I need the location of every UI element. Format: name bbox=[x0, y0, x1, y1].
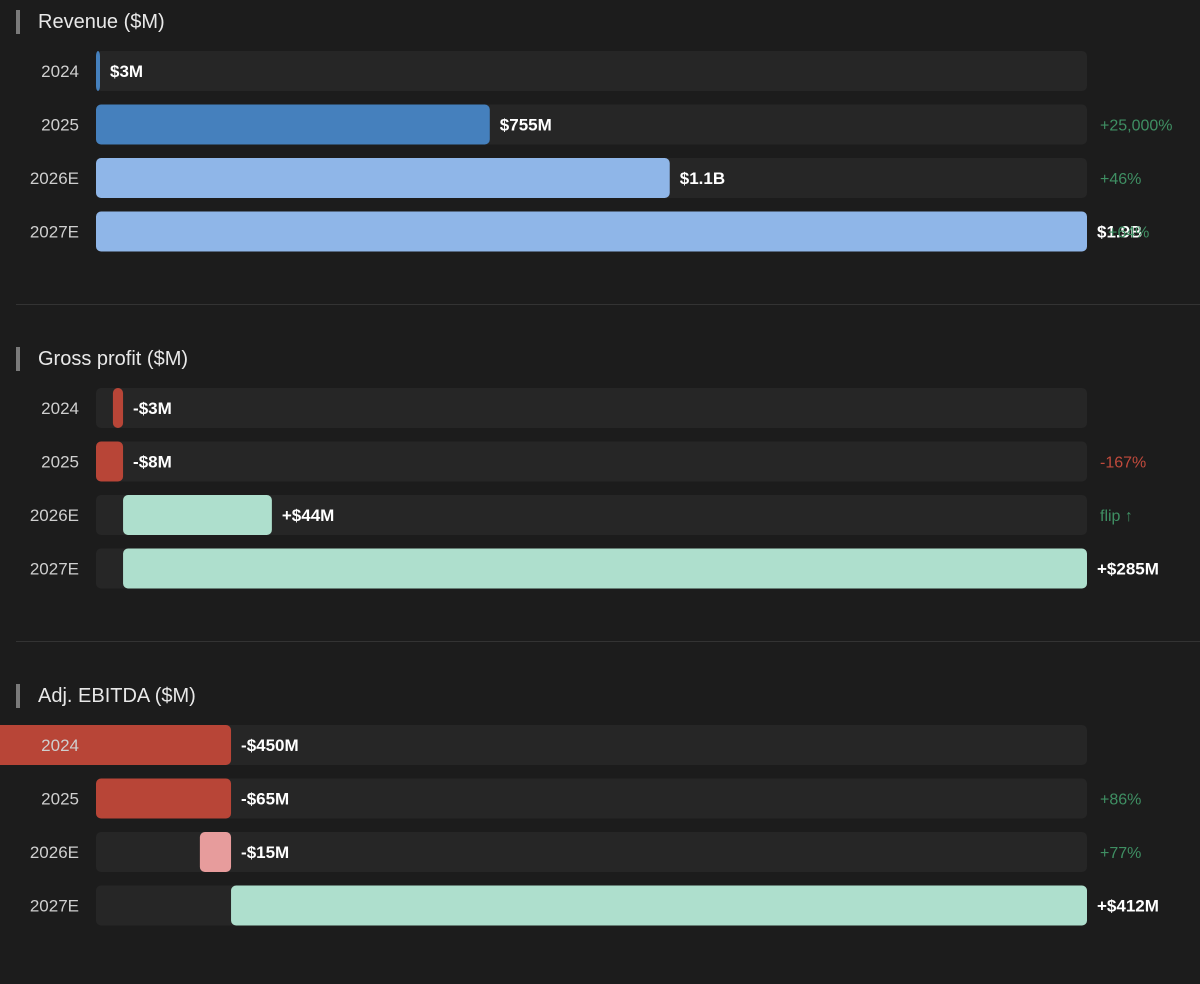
value-label: -$3M bbox=[133, 399, 172, 418]
category-label: 2026E bbox=[30, 169, 79, 188]
category-label: 2025 bbox=[41, 453, 79, 472]
bar-2025 bbox=[96, 104, 490, 145]
category-label: 2024 bbox=[41, 736, 79, 755]
category-label: 2027E bbox=[30, 560, 79, 579]
value-label: +$44M bbox=[282, 506, 334, 525]
gross-profit-chart: 2024 -$3M 2025 -$8M -167% 2026E +$44M flip ↑ 202… bbox=[30, 388, 1159, 589]
bar-2024 bbox=[0, 725, 232, 765]
bar-track bbox=[96, 51, 1087, 91]
category-label: 2025 bbox=[41, 790, 79, 809]
section-divider bbox=[16, 641, 1200, 642]
value-label: $1.1B bbox=[680, 169, 725, 188]
change-label: +77% bbox=[1100, 845, 1141, 862]
bar-2024 bbox=[96, 51, 100, 91]
bar-track bbox=[96, 778, 1087, 819]
adj-ebitda-chart: 2024 -$450M 2025 -$65M +86% 2026E -$15M +77% 202… bbox=[0, 725, 1159, 926]
bar-track bbox=[96, 725, 1087, 765]
value-label: $755M bbox=[500, 116, 552, 135]
change-label: +64% bbox=[1108, 225, 1149, 242]
value-label: -$15M bbox=[241, 843, 289, 862]
bar-track bbox=[96, 388, 1087, 428]
bar-2025 bbox=[96, 778, 232, 819]
category-label: 2026E bbox=[30, 843, 79, 862]
bar-track bbox=[96, 441, 1087, 482]
bar-track bbox=[96, 832, 1087, 872]
value-label: +$285M bbox=[1097, 560, 1159, 579]
value-label: -$8M bbox=[133, 453, 172, 472]
change-label: flip ↑ bbox=[1100, 508, 1133, 525]
category-label: 2024 bbox=[41, 399, 79, 418]
bar-2026e bbox=[123, 495, 272, 535]
bar-2024 bbox=[112, 388, 124, 428]
value-label: $3M bbox=[110, 62, 143, 81]
category-label: 2025 bbox=[41, 116, 79, 135]
bar-2026e bbox=[199, 832, 232, 872]
bar-2027e bbox=[96, 211, 1087, 252]
change-label: +25,000% bbox=[1100, 118, 1173, 135]
section-divider bbox=[16, 304, 1200, 305]
bar-2027e bbox=[123, 548, 1087, 589]
change-label: +46% bbox=[1100, 171, 1141, 188]
change-label: +86% bbox=[1100, 792, 1141, 809]
value-label: +$412M bbox=[1097, 897, 1159, 916]
change-label: -167% bbox=[1100, 455, 1146, 472]
bar-2027e bbox=[231, 885, 1087, 926]
value-label: -$65M bbox=[241, 790, 289, 809]
value-label: $1.9B bbox=[1097, 223, 1142, 242]
value-label: -$450M bbox=[241, 736, 299, 755]
revenue-chart: 2024 $3M 2025 $755M +25,000% 2026E $1.1B +46% 20… bbox=[30, 51, 1173, 252]
category-label: 2024 bbox=[41, 62, 79, 81]
revenue-chart-title: Revenue ($M) bbox=[16, 10, 165, 34]
adj-ebitda-chart-title: Adj. EBITDA ($M) bbox=[16, 684, 196, 708]
gross-profit-chart-title: Gross profit ($M) bbox=[16, 347, 188, 371]
category-label: 2027E bbox=[30, 223, 79, 242]
bar-2026e bbox=[96, 158, 670, 198]
category-label: 2026E bbox=[30, 506, 79, 525]
bar-track bbox=[96, 495, 1087, 535]
bar-2025 bbox=[96, 441, 124, 482]
category-label: 2027E bbox=[30, 897, 79, 916]
